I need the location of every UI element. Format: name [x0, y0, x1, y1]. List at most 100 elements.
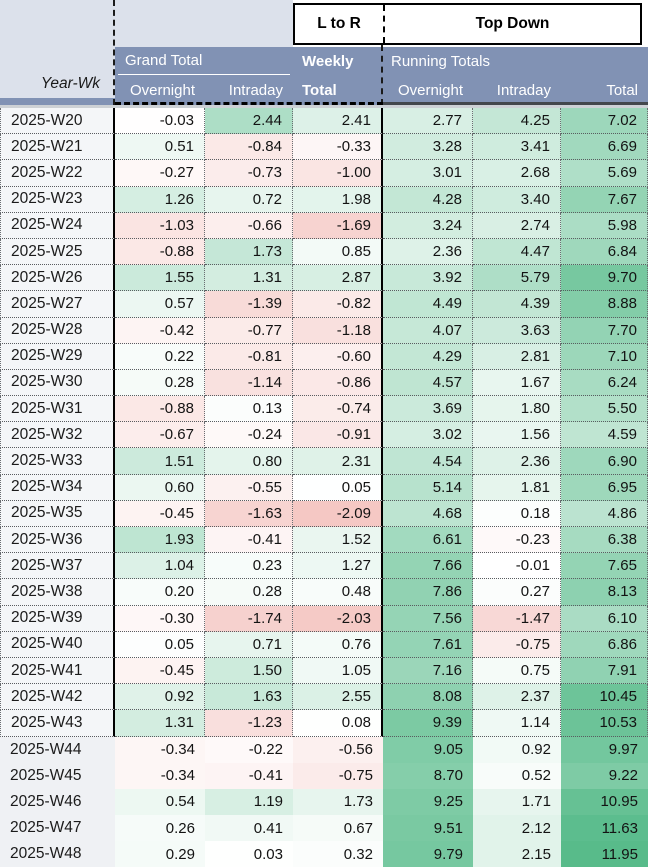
- week-label-cell[interactable]: 2025-W23: [0, 186, 115, 213]
- value-cell-run-total[interactable]: 7.65: [561, 553, 648, 580]
- value-cell-overnight[interactable]: -0.67: [115, 422, 205, 449]
- value-cell-run-intraday[interactable]: 1.56: [473, 422, 561, 449]
- value-cell-run-total[interactable]: 10.95: [561, 788, 648, 816]
- value-cell-intraday[interactable]: 0.23: [205, 553, 293, 580]
- value-cell-weekly-total[interactable]: -2.03: [293, 605, 383, 632]
- value-cell-run-overnight[interactable]: 6.61: [383, 527, 473, 554]
- week-label-cell[interactable]: 2025-W38: [0, 579, 115, 606]
- value-cell-run-total[interactable]: 11.63: [561, 815, 648, 842]
- value-cell-overnight[interactable]: 1.31: [115, 710, 205, 737]
- value-cell-weekly-total[interactable]: -0.75: [293, 762, 383, 789]
- value-cell-run-overnight[interactable]: 3.24: [383, 212, 473, 239]
- value-cell-run-overnight[interactable]: 7.66: [383, 553, 473, 580]
- value-cell-run-overnight[interactable]: 2.77: [383, 108, 473, 135]
- value-cell-intraday[interactable]: -0.84: [205, 134, 293, 161]
- value-cell-overnight[interactable]: 0.57: [115, 291, 205, 318]
- value-cell-weekly-total[interactable]: 1.27: [293, 553, 383, 580]
- value-cell-overnight[interactable]: -0.30: [115, 605, 205, 632]
- value-cell-weekly-total[interactable]: 0.48: [293, 579, 383, 606]
- value-cell-run-intraday[interactable]: 1.80: [473, 396, 561, 423]
- value-cell-run-intraday[interactable]: 2.74: [473, 212, 561, 239]
- week-label-cell[interactable]: 2025-W40: [0, 631, 115, 658]
- value-cell-weekly-total[interactable]: 2.87: [293, 265, 383, 292]
- value-cell-overnight[interactable]: -0.42: [115, 317, 205, 344]
- value-cell-weekly-total[interactable]: 0.85: [293, 238, 383, 266]
- value-cell-overnight[interactable]: -0.03: [115, 108, 205, 135]
- value-cell-weekly-total[interactable]: -0.60: [293, 343, 383, 370]
- week-label-cell[interactable]: 2025-W42: [0, 684, 115, 711]
- running-intraday-header[interactable]: Intraday: [496, 81, 551, 99]
- value-cell-run-total[interactable]: 5.69: [561, 160, 648, 187]
- value-cell-weekly-total[interactable]: 1.73: [293, 788, 383, 816]
- value-cell-weekly-total[interactable]: 1.05: [293, 657, 383, 685]
- week-label-cell[interactable]: 2025-W35: [0, 500, 115, 527]
- value-cell-weekly-total[interactable]: 0.05: [293, 474, 383, 501]
- value-cell-run-intraday[interactable]: -0.23: [473, 527, 561, 554]
- value-cell-run-overnight[interactable]: 4.68: [383, 500, 473, 527]
- value-cell-intraday[interactable]: -0.41: [205, 762, 293, 789]
- value-cell-overnight[interactable]: -0.88: [115, 238, 205, 266]
- value-cell-run-intraday[interactable]: 2.12: [473, 815, 561, 842]
- week-label-cell[interactable]: 2025-W31: [0, 396, 115, 423]
- week-label-cell[interactable]: 2025-W28: [0, 317, 115, 344]
- week-label-cell[interactable]: 2025-W44: [0, 736, 115, 763]
- value-cell-run-total[interactable]: 9.70: [561, 265, 648, 292]
- value-cell-overnight[interactable]: -0.45: [115, 657, 205, 685]
- value-cell-intraday[interactable]: 2.44: [205, 108, 293, 135]
- value-cell-run-overnight[interactable]: 9.39: [383, 710, 473, 737]
- value-cell-run-overnight[interactable]: 3.01: [383, 160, 473, 187]
- value-cell-overnight[interactable]: -0.34: [115, 736, 205, 763]
- week-label-cell[interactable]: 2025-W22: [0, 160, 115, 187]
- value-cell-overnight[interactable]: 0.05: [115, 631, 205, 658]
- week-label-cell[interactable]: 2025-W48: [0, 841, 115, 868]
- value-cell-run-overnight[interactable]: 7.16: [383, 657, 473, 685]
- value-cell-run-intraday[interactable]: 3.41: [473, 134, 561, 161]
- value-cell-weekly-total[interactable]: 0.08: [293, 710, 383, 737]
- week-label-cell[interactable]: 2025-W47: [0, 815, 115, 842]
- week-label-cell[interactable]: 2025-W43: [0, 710, 115, 737]
- week-label-cell[interactable]: 2025-W24: [0, 212, 115, 239]
- value-cell-run-total[interactable]: 9.97: [561, 736, 648, 763]
- value-cell-intraday[interactable]: 1.31: [205, 265, 293, 292]
- value-cell-run-overnight[interactable]: 9.79: [383, 841, 473, 868]
- value-cell-intraday[interactable]: -0.24: [205, 422, 293, 449]
- week-label-cell[interactable]: 2025-W45: [0, 762, 115, 789]
- value-cell-run-overnight[interactable]: 9.25: [383, 788, 473, 816]
- value-cell-run-intraday[interactable]: 0.18: [473, 500, 561, 527]
- value-cell-run-total[interactable]: 4.86: [561, 500, 648, 527]
- value-cell-intraday[interactable]: 1.19: [205, 788, 293, 816]
- value-cell-run-overnight[interactable]: 4.07: [383, 317, 473, 344]
- value-cell-intraday[interactable]: 0.13: [205, 396, 293, 423]
- running-overnight-header[interactable]: Overnight: [397, 81, 463, 99]
- value-cell-run-total[interactable]: 8.13: [561, 579, 648, 606]
- value-cell-run-total[interactable]: 7.91: [561, 657, 648, 685]
- value-cell-run-total[interactable]: 10.53: [561, 710, 648, 737]
- week-label-cell[interactable]: 2025-W21: [0, 134, 115, 161]
- value-cell-run-total[interactable]: 6.69: [561, 134, 648, 161]
- week-label-cell[interactable]: 2025-W37: [0, 553, 115, 580]
- value-cell-overnight[interactable]: 0.26: [115, 815, 205, 842]
- grand-overnight-header[interactable]: Overnight: [129, 81, 195, 99]
- value-cell-overnight[interactable]: -0.34: [115, 762, 205, 789]
- value-cell-run-total[interactable]: 5.50: [561, 396, 648, 423]
- value-cell-weekly-total[interactable]: 2.55: [293, 684, 383, 711]
- value-cell-intraday[interactable]: -1.14: [205, 369, 293, 397]
- value-cell-run-overnight[interactable]: 4.57: [383, 369, 473, 397]
- value-cell-run-total[interactable]: 6.86: [561, 631, 648, 658]
- value-cell-overnight[interactable]: 1.51: [115, 448, 205, 475]
- running-totals-group-label[interactable]: Running Totals: [391, 52, 490, 70]
- value-cell-weekly-total[interactable]: 0.67: [293, 815, 383, 842]
- value-cell-run-overnight[interactable]: 9.51: [383, 815, 473, 842]
- value-cell-run-total[interactable]: 6.95: [561, 474, 648, 501]
- value-cell-overnight[interactable]: 0.54: [115, 788, 205, 816]
- value-cell-run-overnight[interactable]: 5.14: [383, 474, 473, 501]
- week-label-cell[interactable]: 2025-W41: [0, 657, 115, 685]
- value-cell-intraday[interactable]: -0.41: [205, 527, 293, 554]
- value-cell-intraday[interactable]: -0.73: [205, 160, 293, 187]
- value-cell-run-intraday[interactable]: 2.37: [473, 684, 561, 711]
- value-cell-weekly-total[interactable]: 2.41: [293, 108, 383, 135]
- value-cell-overnight[interactable]: -1.03: [115, 212, 205, 239]
- value-cell-run-intraday[interactable]: -0.01: [473, 553, 561, 580]
- week-label-cell[interactable]: 2025-W32: [0, 422, 115, 449]
- value-cell-run-intraday[interactable]: 3.63: [473, 317, 561, 344]
